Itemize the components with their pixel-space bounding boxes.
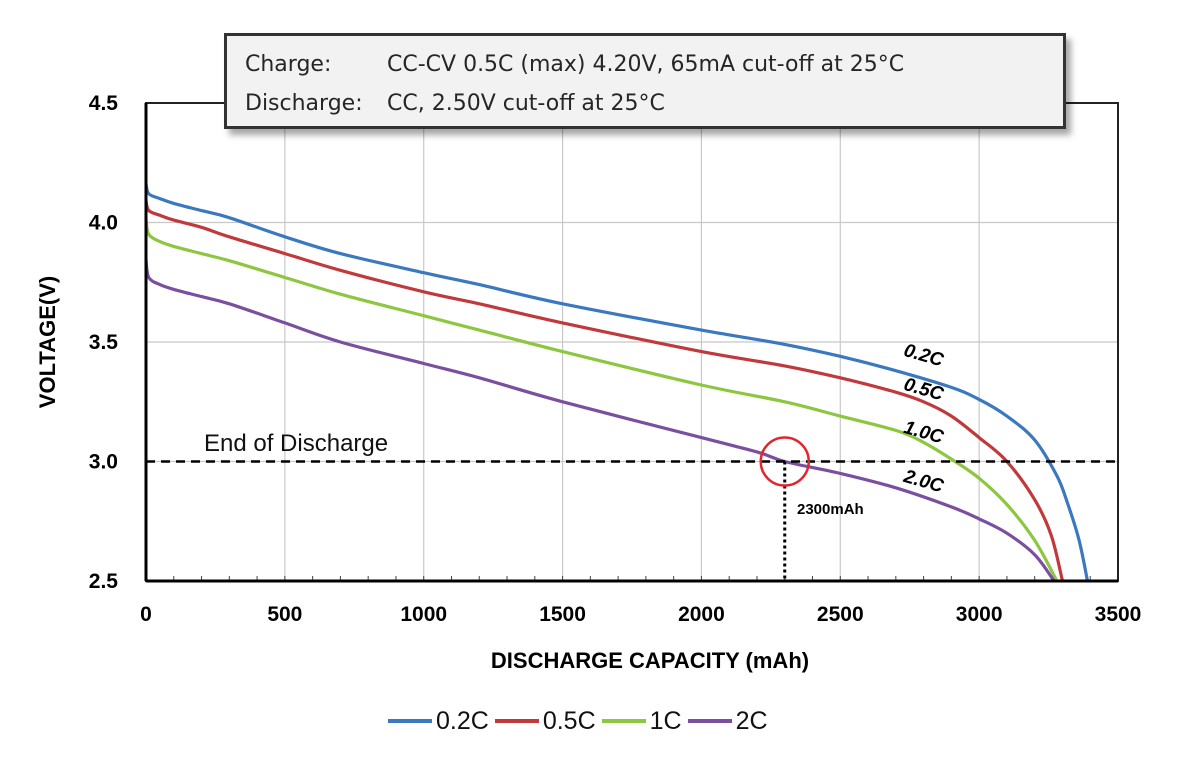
y-tick-label: 4.5 — [89, 92, 119, 115]
y-tick-label: 3.0 — [89, 451, 118, 474]
legend-item-2c: 2C — [687, 706, 768, 736]
marker-circle — [759, 436, 810, 487]
end-of-discharge-line — [146, 436, 1118, 581]
x-tick-label: 2500 — [817, 603, 864, 626]
discharge-text: CC, 2.50V cut-off at 25°C — [387, 91, 665, 116]
x-tick-label: 3000 — [956, 603, 1003, 626]
grid — [145, 103, 1119, 581]
x-tick-label: 1000 — [400, 603, 447, 626]
legend-swatch-0-2c — [388, 719, 432, 723]
legend-swatch-0-5c — [494, 719, 539, 723]
series-line-0-5c — [144, 200, 1065, 582]
end-of-discharge-label: End of Discharge — [204, 430, 388, 457]
legend-item-1c: 1C — [601, 706, 682, 736]
series-line-1c — [144, 219, 1059, 582]
charge-text: CC-CV 0.5C (max) 4.20V, 65mA cut-off at … — [387, 52, 905, 77]
legend-item-0-5c: 0.5C — [494, 706, 596, 736]
legend-swatch-2c — [687, 719, 732, 723]
legend-label-2c: 2C — [735, 706, 768, 735]
x-axis-label: DISCHARGE CAPACITY (mAh) — [491, 648, 809, 673]
x-tick-label: 0 — [140, 603, 152, 626]
legend-label-0-5c: 0.5C — [542, 706, 596, 735]
x-tick-label: 1500 — [539, 603, 586, 626]
y-axis-label: VOLTAGE(V) — [35, 276, 60, 408]
legend-label-1c: 1C — [649, 706, 682, 735]
legend-label-0-2c: 0.2C — [436, 706, 489, 735]
x-tick-label: 2000 — [678, 603, 725, 626]
legend-swatch-1c — [601, 719, 646, 723]
curve-label-0: 0.2C — [901, 340, 946, 371]
discharge-label: Discharge: — [245, 91, 363, 116]
y-tick-label: 2.5 — [89, 570, 119, 593]
curves — [144, 183, 1090, 582]
legend-item-0-2c: 0.2C — [388, 707, 489, 736]
tick-labels: 0 500 1000 1500 2000 2500 3000 3500 2.5 3.0 3.5 4.0… — [89, 92, 1142, 626]
charge-condition: Charge: CC-CV 0.5C (max) 4.20V, 65mA cut-… — [245, 52, 904, 77]
series-line-0-2c — [144, 183, 1090, 582]
legend: 0.2C 0.5C 1C 2C — [388, 702, 774, 740]
marker-label: 2300mAh — [797, 501, 864, 518]
charge-label: Charge: — [245, 52, 332, 77]
x-tick-label: 500 — [267, 603, 302, 626]
discharge-condition: Discharge: CC, 2.50V cut-off at 25°C — [245, 91, 665, 116]
series-line-2c — [144, 260, 1056, 582]
curve-labels: 0.2C0.5C1.0C2.0C — [900, 340, 946, 497]
test-conditions-box: Charge: CC-CV 0.5C (max) 4.20V, 65mA cut-… — [224, 33, 1066, 129]
x-tick-label: 3500 — [1095, 603, 1142, 626]
y-tick-label: 3.5 — [89, 331, 119, 354]
y-tick-label: 4.0 — [89, 212, 118, 235]
